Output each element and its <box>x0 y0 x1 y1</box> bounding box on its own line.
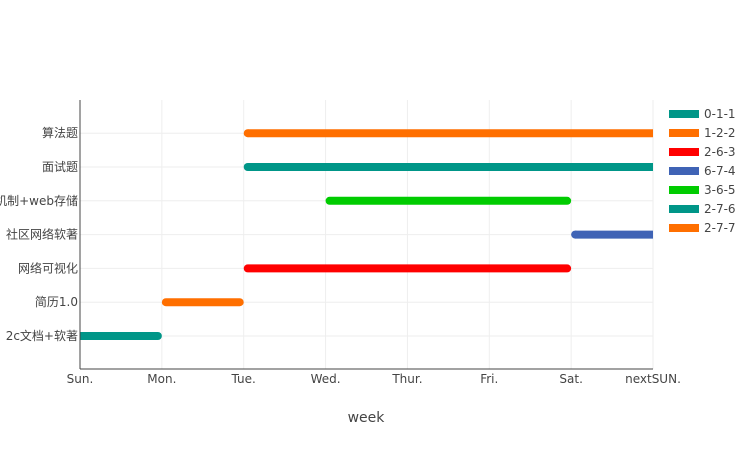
legend-label: 2-6-3 <box>704 145 736 159</box>
legend-swatch <box>669 129 699 137</box>
legend-swatch <box>669 148 699 156</box>
x-tick-label: Tue. <box>231 372 256 386</box>
y-tick-label: 社区网络软著 <box>6 227 78 242</box>
legend-label: 3-6-5 <box>704 183 736 197</box>
x-tick-label: Mon. <box>147 372 176 386</box>
y-tick-label: 网络可视化 <box>18 260 78 275</box>
legend-label: 0-1-1 <box>704 107 736 121</box>
x-axis-title: week <box>348 410 386 426</box>
x-tick-label: Sat. <box>559 372 583 386</box>
x-ticks: Sun. Mon. Tue. Wed. Thur. Fri. Sat. nextSUN. <box>67 372 681 386</box>
legend-swatch <box>669 186 699 194</box>
legend-label: 6-7-4 <box>704 164 736 178</box>
legend-swatch <box>669 224 699 232</box>
x-tick-label: Sun. <box>67 372 94 386</box>
x-tick-label: Fri. <box>480 372 498 386</box>
legend-label: 2-7-6 <box>704 202 736 216</box>
y-tick-label: 算法题 <box>42 125 78 140</box>
gantt-bar-cap <box>243 129 252 138</box>
x-tick-label: nextSUN. <box>625 372 681 386</box>
legend-label: 2-7-7 <box>704 221 736 235</box>
gantt-bar-cap <box>153 332 162 340</box>
grid <box>80 100 654 369</box>
legend-swatch <box>669 205 699 213</box>
legend: 0-1-1 1-2-2 2-6-3 6-7-4 3-6-5 2-7-6 2-7-7 <box>669 107 736 235</box>
x-tick-label: Thur. <box>391 372 422 386</box>
y-tick-label: 机制+web存储 <box>0 193 78 208</box>
y-tick-label: 面试题 <box>42 159 78 174</box>
axes <box>79 100 653 370</box>
legend-label: 1-2-2 <box>704 126 736 140</box>
y-tick-label: 简历1.0 <box>35 295 78 309</box>
gantt-bar-cap <box>243 163 252 171</box>
bars <box>80 129 653 340</box>
x-tick-label: Wed. <box>311 372 341 386</box>
gantt-bar-cap <box>571 230 580 239</box>
y-tick-label: 2c文档+软著 <box>6 328 78 343</box>
legend-swatch <box>669 110 699 118</box>
legend-swatch <box>669 167 699 175</box>
